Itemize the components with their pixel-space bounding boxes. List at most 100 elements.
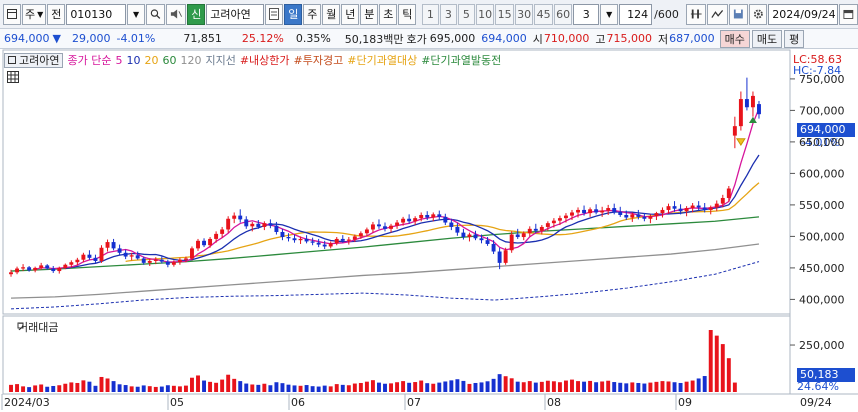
legend-limit-up[interactable]: #내상한가 xyxy=(239,54,290,67)
volume-bar xyxy=(183,385,188,392)
candle-body xyxy=(660,209,665,214)
volume-bar xyxy=(159,386,164,392)
price-change-pct: -4.01% xyxy=(116,32,156,45)
period-30[interactable]: 30 xyxy=(514,3,534,25)
legend-ma5[interactable]: 5 xyxy=(115,53,123,67)
date-input[interactable]: 2024/09/24 xyxy=(768,3,839,25)
volume-bar xyxy=(714,335,719,392)
legend-invest-warning[interactable]: #투자경고 xyxy=(293,54,344,67)
period-60[interactable]: 60 xyxy=(553,3,573,25)
volume-bar xyxy=(726,358,731,392)
volume-bar xyxy=(732,382,737,392)
candle-body xyxy=(732,126,737,136)
period-1[interactable]: 1 xyxy=(421,3,439,25)
crosshair-icon[interactable] xyxy=(685,3,707,25)
volume-tag: 50,183 xyxy=(797,368,855,382)
candle-body xyxy=(274,225,279,232)
period-5[interactable]: 5 xyxy=(457,3,475,25)
volume-bar xyxy=(21,386,26,392)
tools-icon[interactable] xyxy=(707,3,728,25)
mode-button[interactable]: 평 xyxy=(784,29,805,48)
candle-body xyxy=(190,248,194,259)
settings-gear-icon[interactable] xyxy=(748,3,768,25)
volume-bar xyxy=(431,383,436,392)
search-icon[interactable] xyxy=(146,3,165,25)
buy-button[interactable]: 매수 xyxy=(719,29,750,48)
y-tick-label: 400,000 xyxy=(799,293,845,306)
candle-body xyxy=(570,212,574,216)
candle-body xyxy=(238,215,243,220)
candle-body xyxy=(407,218,412,222)
candle-body xyxy=(527,228,532,234)
date-value: 2024/09/24 xyxy=(772,7,836,21)
legend-ma10[interactable]: 10 xyxy=(126,53,141,67)
period-10[interactable]: 10 xyxy=(475,3,495,25)
candle-body xyxy=(322,244,327,247)
tab-weekly[interactable]: 주 xyxy=(303,3,322,25)
volume-bar xyxy=(87,381,92,392)
code-dropdown[interactable]: ▼ xyxy=(127,3,146,25)
prev-button[interactable]: 전 xyxy=(47,3,66,25)
stock-info-icon[interactable] xyxy=(265,3,284,25)
candle-body xyxy=(551,220,556,224)
candle-body xyxy=(383,226,387,229)
candle-body xyxy=(196,240,200,249)
speaker-icon[interactable] xyxy=(165,3,187,25)
layout-icon[interactable] xyxy=(3,3,21,25)
code-input[interactable]: 010130 xyxy=(66,3,127,25)
custom-period-input[interactable]: 3 xyxy=(573,3,600,25)
sell-button[interactable]: 매도 xyxy=(751,29,783,48)
save-icon[interactable] xyxy=(728,3,748,25)
count-input[interactable]: 124 xyxy=(619,3,653,25)
custom-period-dropdown[interactable]: ▼ xyxy=(600,3,619,25)
legend-ma20[interactable]: 20 xyxy=(144,53,159,67)
candle-body xyxy=(75,259,80,263)
period-15[interactable]: 15 xyxy=(495,3,514,25)
x-tick-label: 09/24 xyxy=(800,396,832,409)
candle-body xyxy=(214,233,219,239)
candle-body xyxy=(177,259,182,263)
candle-body xyxy=(256,223,261,227)
stock-name-field[interactable]: 고려아연 xyxy=(206,3,265,25)
volume-bar xyxy=(135,386,140,392)
candle-body xyxy=(630,214,635,218)
legend-ma60[interactable]: 60 xyxy=(162,53,177,67)
candle-body xyxy=(437,214,442,217)
volume-bar xyxy=(75,382,80,392)
tab-monthly[interactable]: 월 xyxy=(322,3,341,25)
volume-bar xyxy=(346,385,351,392)
table-view-icon[interactable] xyxy=(7,71,19,83)
legend-overheat-target[interactable]: #단기과열대상 xyxy=(347,54,418,67)
price-tag-pct: -4.01% xyxy=(801,136,840,149)
signal-markers xyxy=(735,116,757,146)
period-3[interactable]: 3 xyxy=(439,3,457,25)
tab-daily[interactable]: 일 xyxy=(284,3,303,25)
candle-body xyxy=(340,238,345,241)
volume-bar xyxy=(51,385,56,392)
candle-body xyxy=(81,254,86,260)
legend-support[interactable]: 지지선 xyxy=(205,54,236,67)
tab-tick[interactable]: 틱 xyxy=(398,3,417,25)
candle-body xyxy=(346,239,351,241)
candle-body xyxy=(244,219,249,227)
legend-overheat-pre[interactable]: #단기과열발동전 xyxy=(421,54,502,67)
volume-bar xyxy=(443,381,448,392)
legend-ma120[interactable]: 120 xyxy=(180,53,202,67)
volume-bar xyxy=(576,381,580,392)
volume-bar xyxy=(509,378,514,392)
candle-body xyxy=(141,258,146,263)
legend-ma-label[interactable]: 종가 단순 xyxy=(67,54,112,67)
candle-body xyxy=(316,242,321,245)
candle-body xyxy=(262,223,267,227)
legend-stock-name[interactable]: 고려아연 xyxy=(4,52,64,68)
x-tick-label: 05 xyxy=(170,396,184,409)
market-select[interactable]: 주 ▼ xyxy=(22,3,47,25)
tab-yearly[interactable]: 년 xyxy=(341,3,360,25)
tab-second[interactable]: 초 xyxy=(379,3,398,25)
calendar-icon[interactable] xyxy=(839,3,858,25)
legend-name-text: 고려아연 xyxy=(19,54,60,67)
tab-minute[interactable]: 분 xyxy=(360,3,379,25)
volume-bar xyxy=(153,386,158,392)
period-45[interactable]: 45 xyxy=(534,3,553,25)
candle-body xyxy=(612,208,617,212)
